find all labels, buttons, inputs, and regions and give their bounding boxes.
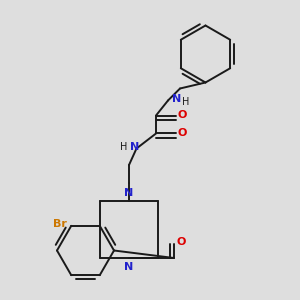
Text: O: O (178, 110, 187, 120)
Text: Br: Br (53, 219, 67, 229)
Text: N: N (124, 262, 133, 272)
Text: O: O (178, 128, 187, 138)
Text: O: O (176, 237, 186, 248)
Text: H: H (120, 142, 127, 152)
Text: N: N (172, 94, 181, 104)
Text: N: N (130, 142, 139, 152)
Text: H: H (182, 97, 190, 107)
Text: N: N (124, 188, 133, 198)
